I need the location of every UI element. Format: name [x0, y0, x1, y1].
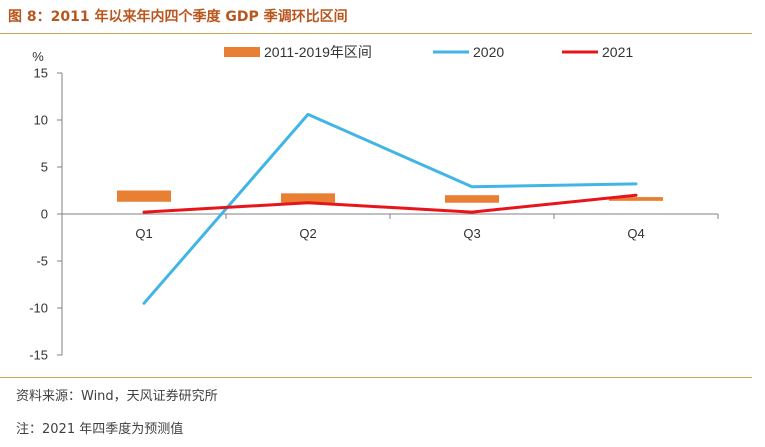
- range-bar: [609, 197, 663, 201]
- top-divider: [0, 33, 752, 34]
- range-bar: [281, 193, 335, 203]
- footnote: 注：2021 年四季度为预测值: [16, 422, 184, 437]
- range-bar: [445, 195, 499, 203]
- range-bars: [117, 190, 663, 203]
- y-tick-label: -5: [36, 254, 48, 269]
- y-axis: % 15 10 5 0 -5 -10 -15: [29, 49, 63, 363]
- bottom-divider: [0, 377, 752, 378]
- y-tick-label: 15: [34, 66, 48, 81]
- source-note: 资料来源：Wind，天风证券研究所: [16, 389, 218, 404]
- y-tick-label: 10: [34, 113, 48, 128]
- x-tick-label: Q1: [135, 226, 152, 241]
- x-tick-label: Q2: [299, 226, 316, 241]
- y-tick-label: -15: [29, 348, 48, 363]
- x-tick-label: Q4: [627, 226, 644, 241]
- chart-legend: 2011-2019年区间 2020 2021: [224, 44, 633, 60]
- x-axis: Q1 Q2 Q3 Q4: [61, 213, 719, 241]
- figure-title: 图 8：2011 年以来年内四个季度 GDP 季调环比区间: [8, 9, 348, 25]
- series-line-2021: [142, 193, 638, 214]
- range-bar: [117, 190, 171, 202]
- x-tick-label: Q3: [463, 226, 480, 241]
- y-axis-label: %: [32, 49, 44, 64]
- y-tick-label: 0: [41, 207, 48, 222]
- y-tick-label: 5: [41, 160, 48, 175]
- legend-label: 2011-2019年区间: [264, 44, 372, 60]
- y-tick-label: -10: [29, 301, 48, 316]
- legend-label: 2020: [473, 44, 504, 60]
- legend-label: 2021: [602, 44, 633, 60]
- legend-swatch-range: [224, 47, 260, 57]
- series-lines: [142, 112, 638, 305]
- figure-header: 图 8：2011 年以来年内四个季度 GDP 季调环比区间: [0, 0, 765, 30]
